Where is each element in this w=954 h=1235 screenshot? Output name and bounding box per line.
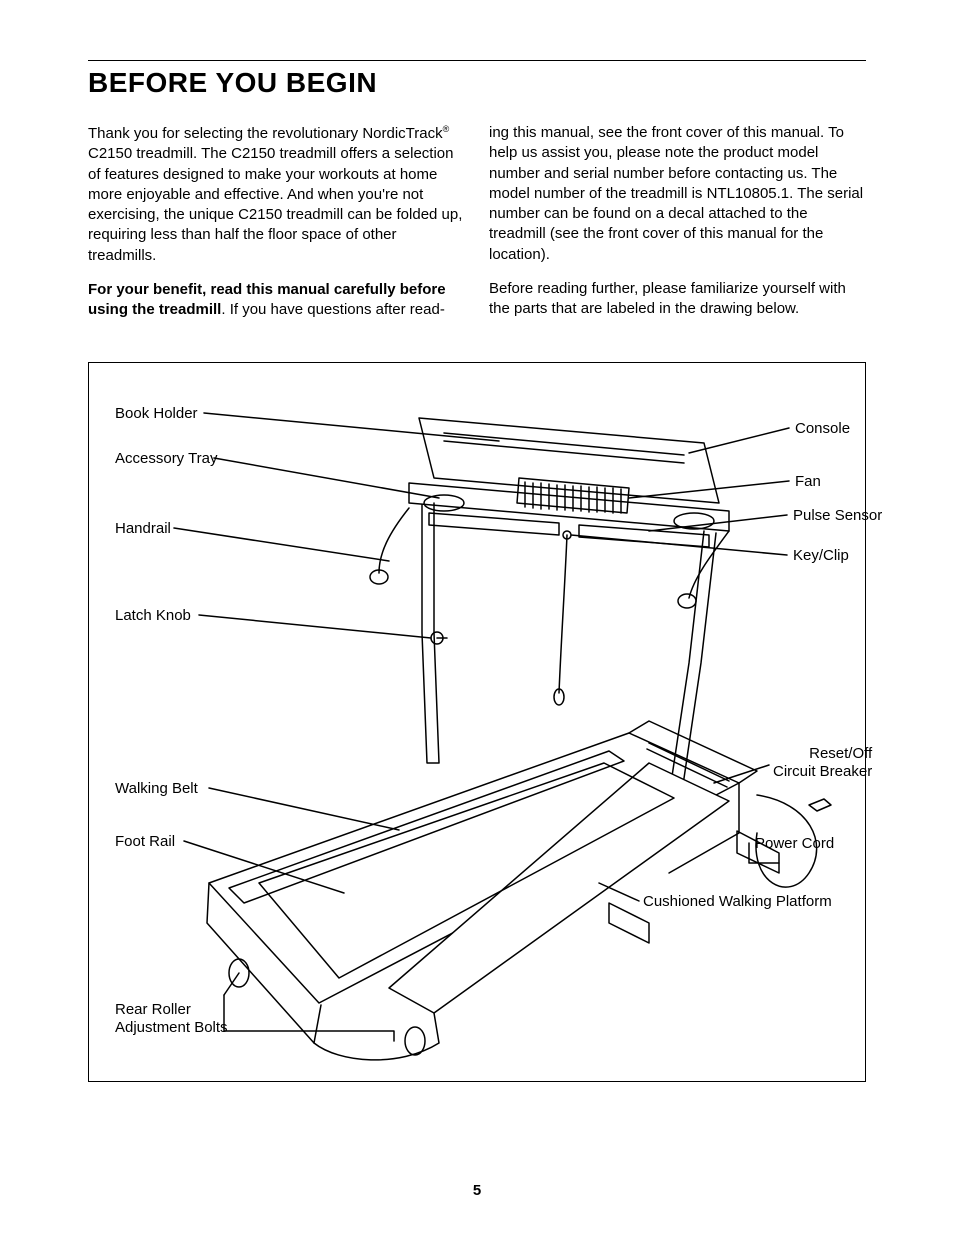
page-heading: BEFORE YOU BEGIN bbox=[88, 67, 866, 99]
intro-columns: Thank you for selecting the revolutionar… bbox=[88, 123, 866, 334]
top-rule bbox=[88, 60, 866, 61]
intro-text-1a: Thank you for selecting the revolutionar… bbox=[88, 125, 443, 142]
label-rear-roller: Rear Roller Adjustment Bolts bbox=[115, 1001, 228, 1037]
intro-paragraph-3: ing this manual, see the front cover of … bbox=[489, 123, 866, 265]
column-right: ing this manual, see the front cover of … bbox=[489, 123, 866, 334]
intro-text-2b: . If you have questions after read- bbox=[221, 301, 444, 318]
label-key-clip: Key/Clip bbox=[793, 547, 849, 565]
label-cushioned: Cushioned Walking Platform bbox=[643, 893, 832, 911]
label-accessory-tray: Accessory Tray bbox=[115, 450, 218, 468]
label-walking-belt: Walking Belt bbox=[115, 780, 198, 798]
label-pulse-sensor: Pulse Sensor bbox=[793, 507, 882, 525]
label-latch-knob: Latch Knob bbox=[115, 607, 191, 625]
label-reset-off: Reset/Off Circuit Breaker bbox=[773, 745, 872, 781]
treadmill-diagram: Book Holder Accessory Tray Handrail Latc… bbox=[88, 362, 866, 1082]
column-left: Thank you for selecting the revolutionar… bbox=[88, 123, 465, 334]
label-book-holder: Book Holder bbox=[115, 405, 198, 423]
label-fan: Fan bbox=[795, 473, 821, 491]
page-number: 5 bbox=[0, 1182, 954, 1199]
intro-paragraph-4: Before reading further, please familiari… bbox=[489, 279, 866, 320]
intro-paragraph-1: Thank you for selecting the revolutionar… bbox=[88, 123, 465, 266]
intro-paragraph-2: For your benefit, read this manual caref… bbox=[88, 280, 465, 321]
label-power-cord: Power Cord bbox=[755, 835, 834, 853]
intro-text-1b: C2150 treadmill. The C2150 treadmill off… bbox=[88, 145, 462, 263]
label-console: Console bbox=[795, 420, 850, 438]
label-foot-rail: Foot Rail bbox=[115, 833, 175, 851]
treadmill-svg bbox=[89, 363, 865, 1081]
label-handrail: Handrail bbox=[115, 520, 171, 538]
registered-mark: ® bbox=[443, 124, 450, 134]
